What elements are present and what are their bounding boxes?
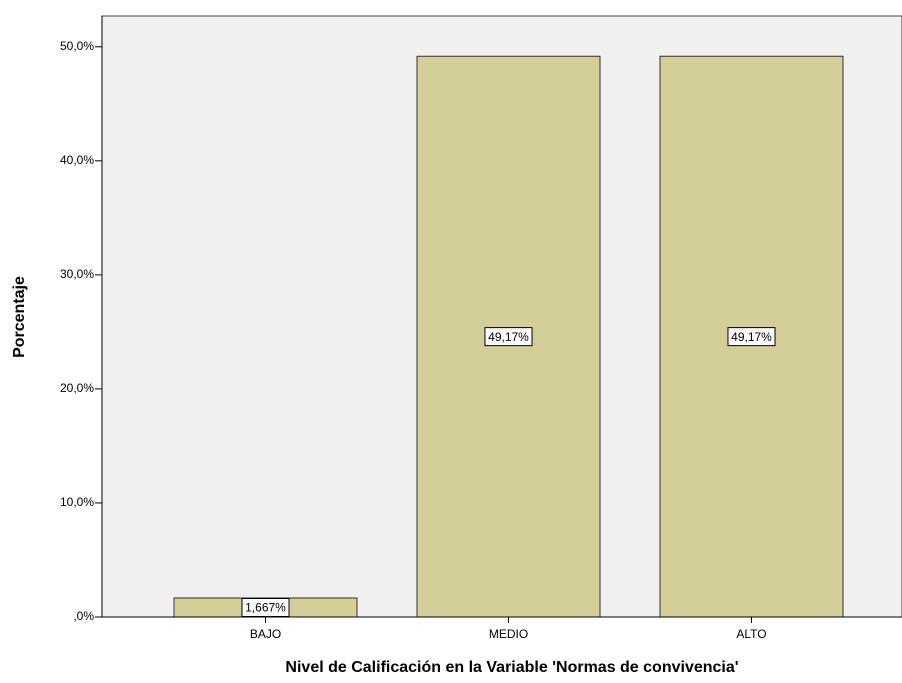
y-axis-title: Porcentaje [11, 276, 28, 358]
value-label-box [484, 327, 533, 347]
value-label-box [241, 597, 290, 617]
value-label-box [727, 327, 776, 347]
value-label: 1,667% [245, 601, 286, 615]
y-tick-label: ,0% [73, 609, 94, 623]
y-tick-label: 10,0% [60, 495, 94, 509]
y-tick-label: 20,0% [60, 381, 94, 395]
y-tick-label: 30,0% [60, 267, 94, 281]
x-tick-label: BAJO [250, 627, 281, 641]
y-tick-label: 40,0% [60, 153, 94, 167]
x-axis-title: Nivel de Calificación en la Variable 'No… [285, 659, 738, 676]
x-tick-label: MEDIO [489, 627, 528, 641]
value-label: 49,17% [488, 330, 529, 344]
x-tick-label: ALTO [736, 627, 766, 641]
value-label: 49,17% [731, 330, 772, 344]
y-tick-label: 50,0% [60, 39, 94, 53]
